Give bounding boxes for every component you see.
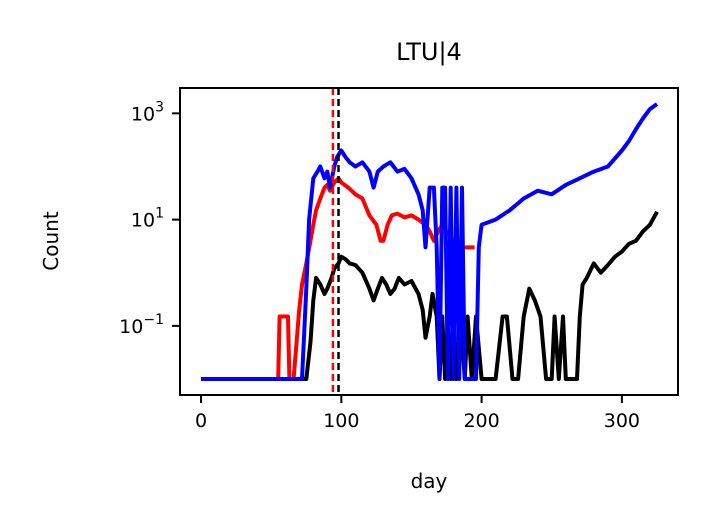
x-tick-label: 0 — [195, 410, 207, 432]
reference-lines — [331, 88, 340, 395]
series-line-2 — [201, 210, 659, 381]
series-lines — [201, 102, 659, 381]
axes-frame — [179, 87, 679, 396]
x-tick-label: 200 — [463, 410, 499, 432]
y-tick-label: 101 — [131, 206, 164, 232]
x-tick-label: 100 — [323, 410, 359, 432]
x-axis: 0 100 200 300 — [195, 395, 640, 432]
series-line-1 — [201, 176, 475, 381]
y-tick-label: 10−1 — [119, 312, 164, 338]
plot-area — [179, 87, 679, 396]
y-axis-label: Count — [39, 211, 63, 271]
series-line-3 — [201, 102, 659, 381]
x-axis-label: day — [411, 469, 448, 493]
y-tick-label: 103 — [131, 99, 164, 125]
chart-title: LTU|4 — [396, 38, 462, 66]
x-tick-label: 300 — [604, 410, 640, 432]
y-axis: 10−1 101 103 — [119, 99, 180, 338]
